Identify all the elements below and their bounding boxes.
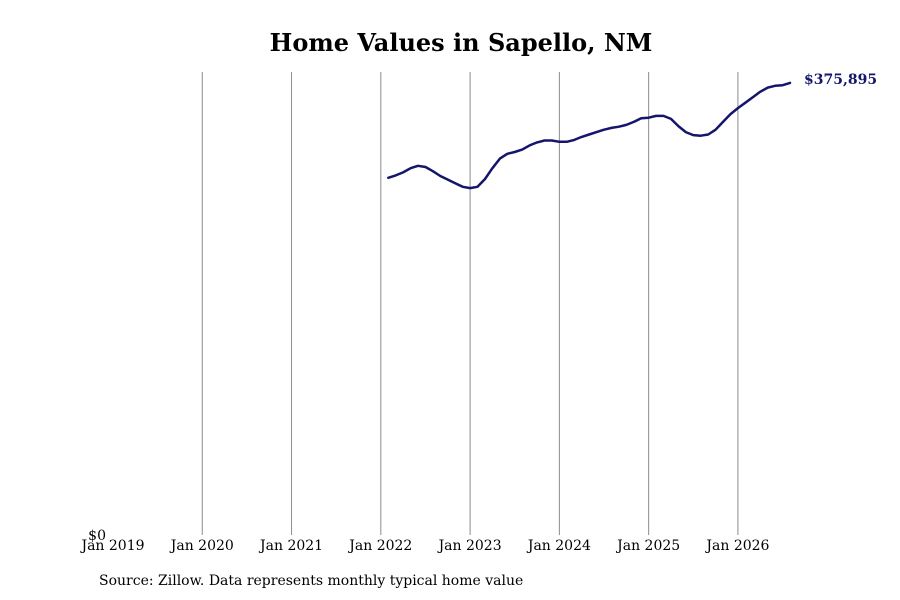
x-tick-label: Jan 2026 [704,538,769,554]
x-tick-label: Jan 2025 [615,538,680,554]
end-value-label: $375,895 [804,72,877,88]
chart-title: Home Values in Sapello, NM [269,28,653,57]
x-tick-label: Jan 2022 [347,538,412,554]
x-tick-label: Jan 2019 [79,538,144,554]
x-tick-label: Jan 2024 [526,538,591,554]
y-tick-label: $0 [88,528,106,544]
series-line [387,81,792,190]
x-tick-label: Jan 2023 [437,538,502,554]
x-tick-label: Jan 2020 [169,538,234,554]
x-tick-label: Jan 2021 [258,538,323,554]
source-note: Source: Zillow. Data represents monthly … [99,573,524,589]
